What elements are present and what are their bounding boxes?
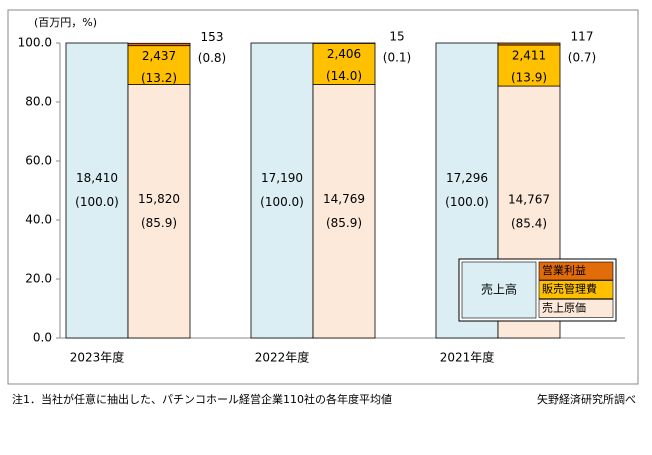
value-label: (14.0): [326, 69, 362, 83]
legend-swatch: [538, 299, 614, 318]
value-label: (0.1): [383, 51, 411, 65]
value-label: (13.9): [511, 71, 547, 85]
source: 矢野経済研究所調べ: [537, 392, 636, 406]
amount-label: 14,769: [323, 192, 365, 206]
chart-frame: [7, 9, 639, 385]
y-tick-label: 100.0: [18, 36, 52, 50]
x-tick-label: 2022年度: [255, 350, 310, 365]
amount-label: 14,767: [508, 193, 550, 207]
bar-segment: [65, 42, 129, 339]
amount-label: 15: [389, 30, 404, 44]
y-tick-label: 20.0: [25, 272, 52, 286]
legend-label: 売上原価: [542, 301, 586, 314]
value-label: (0.7): [568, 51, 596, 65]
value-label: (85.4): [511, 217, 547, 231]
amount-label: 18,410: [76, 171, 118, 185]
bar-segment: [127, 84, 191, 339]
amount-label: 2,406: [327, 47, 361, 61]
legend-label: 売上高: [481, 282, 517, 297]
x-tick-label: 2021年度: [440, 350, 495, 365]
bar-segment: [127, 45, 191, 85]
value-label: (13.2): [141, 71, 177, 85]
value-label: (100.0): [445, 195, 489, 209]
amount-label: 117: [571, 30, 594, 44]
amount-label: 2,437: [142, 49, 176, 63]
legend-swatch: [538, 280, 614, 300]
value-label: (85.9): [326, 216, 362, 230]
value-label: (85.9): [141, 216, 177, 230]
legend-swatch: [461, 261, 537, 319]
y-tick-label: 0.0: [33, 331, 52, 345]
y-tick-label: 40.0: [25, 213, 52, 227]
legend-swatch: [538, 261, 614, 281]
bar-segment: [497, 42, 561, 46]
bar-segment: [250, 42, 314, 339]
bar-segment: [312, 84, 376, 339]
amount-label: 17,190: [261, 171, 303, 185]
value-label: (0.8): [198, 51, 226, 65]
footnote: 注1．当社が任意に抽出した、パチンコホール経営企業110社の各年度平均値: [12, 392, 392, 406]
legend-label: 販売管理費: [542, 282, 597, 296]
bar-segment: [127, 42, 191, 47]
legend-label: 営業利益: [542, 263, 586, 277]
amount-label: 15,820: [138, 192, 180, 206]
value-label: (100.0): [75, 195, 119, 209]
y-tick-label: 80.0: [25, 95, 52, 109]
y-tick-label: 60.0: [25, 154, 52, 168]
amount-label: 17,296: [446, 171, 488, 185]
unit-label: (百万円，%): [34, 16, 97, 29]
x-tick-label: 2023年度: [70, 350, 125, 365]
amount-label: 153: [201, 30, 224, 44]
value-label: (100.0): [260, 195, 304, 209]
amount-label: 2,411: [512, 49, 546, 63]
